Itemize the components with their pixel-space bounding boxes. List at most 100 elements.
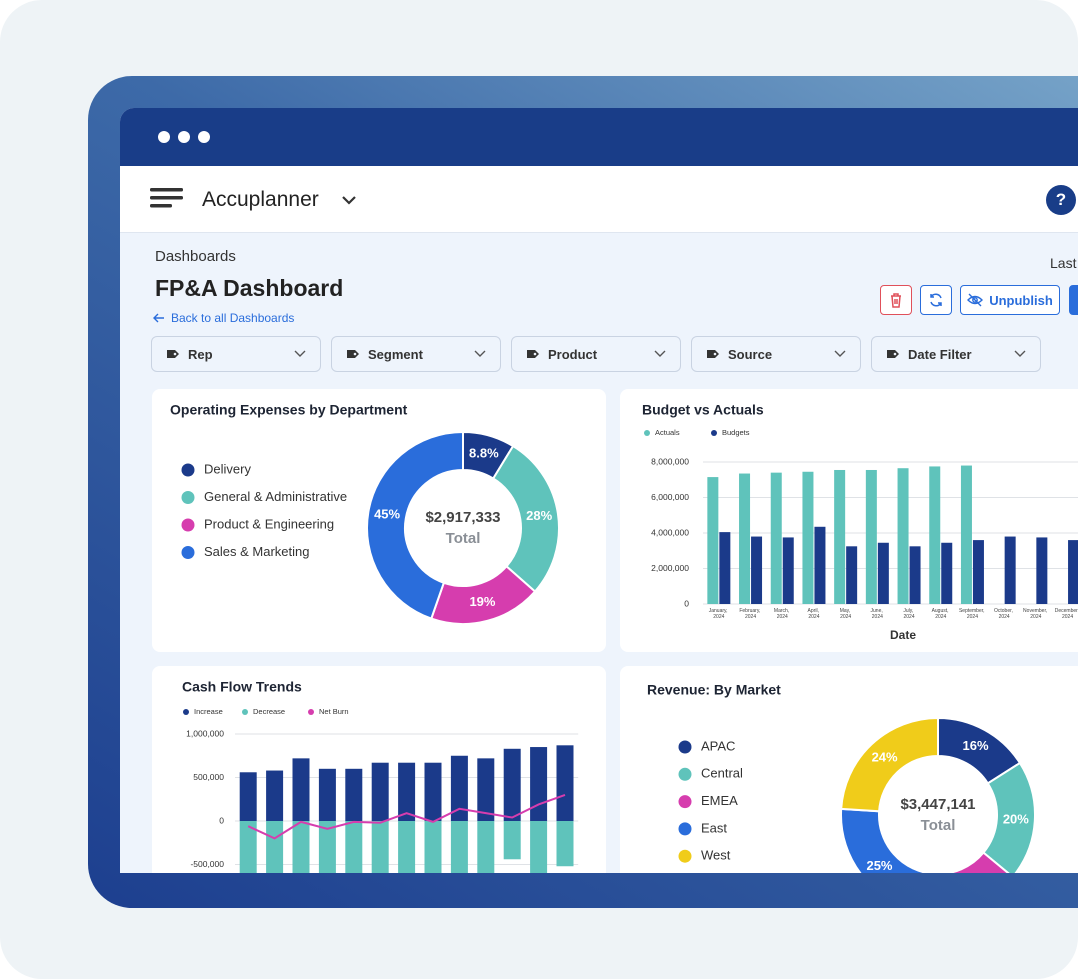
app-name[interactable]: Accuplanner [202, 188, 319, 211]
x-tick-line: 2024 [840, 614, 851, 620]
donut-slice [982, 761, 1036, 873]
breadcrumb[interactable]: Dashboards [155, 248, 236, 265]
legend-label: Sales & Marketing [204, 544, 310, 559]
back-arrow[interactable] [152, 312, 166, 324]
chevron [834, 350, 846, 357]
bar [318, 768, 336, 821]
x-tick-line: 2024 [1062, 614, 1073, 620]
legend-label: Product & Engineering [204, 516, 334, 531]
x-tick-line: 2024 [713, 614, 724, 620]
center-label: Total [446, 530, 481, 547]
y-tick-label: 6,000,000 [651, 492, 689, 502]
y-tick-label: -500,000 [190, 859, 224, 869]
chart: Operating Expenses by Department 8.8% Deli… [170, 402, 560, 625]
bar [292, 758, 310, 821]
refresh-icon [930, 293, 942, 307]
card: Operating Expenses by Department 8.8% Deli… [152, 389, 606, 652]
slice-label: 19% [469, 594, 495, 609]
legend-swatch [678, 795, 692, 809]
bar [897, 468, 909, 604]
x-tick-line: November, [1023, 608, 1049, 614]
menu-button[interactable] [150, 188, 184, 210]
legend-label: Actuals [655, 428, 680, 437]
screen: Accuplanner ? Dashboards FP&A Dashboard … [120, 108, 1078, 873]
delete-button[interactable] [880, 285, 912, 315]
legend-label: West [701, 848, 731, 863]
legend-swatch [644, 430, 650, 436]
x-tick-label: May, 2024 [840, 608, 852, 620]
bar [556, 745, 574, 821]
window-dot [158, 131, 170, 143]
bar [424, 762, 442, 821]
back-link[interactable]: Back to all Dashboards [171, 311, 295, 325]
chevron [1014, 350, 1026, 357]
bar [1068, 540, 1078, 604]
bar [450, 755, 468, 821]
bar [782, 537, 794, 604]
filter-dropdown[interactable]: Rep [151, 336, 321, 372]
slice-label: 16% [963, 738, 989, 753]
chevron [474, 350, 486, 357]
donut-slice [366, 430, 464, 620]
legend-label: Decrease [253, 707, 285, 716]
bar [1036, 537, 1048, 604]
legend-swatch [181, 463, 195, 477]
x-tick-line: 2024 [808, 614, 819, 620]
filter-dropdown[interactable]: Segment [331, 336, 501, 372]
bar [719, 532, 731, 604]
card: Revenue: By Market16%APAC20%Central15%EM… [620, 666, 1078, 873]
filter-dropdown[interactable]: Date Filter [871, 336, 1041, 372]
chart-title: Budget vs Actuals [642, 402, 764, 418]
bar [909, 546, 921, 604]
x-tick-line: 2024 [903, 614, 914, 620]
legend-label: Budgets [722, 428, 750, 437]
x-tick-line: 2024 [999, 614, 1010, 620]
bar [530, 821, 548, 873]
help-button[interactable]: ? [1046, 185, 1076, 215]
tag-icon [707, 350, 719, 358]
refresh-button[interactable] [920, 285, 952, 315]
bar [877, 542, 889, 604]
y-tick-label: 0 [219, 815, 224, 825]
last-label: Last [1050, 255, 1077, 271]
donut-slice [933, 851, 1010, 873]
bar [318, 821, 336, 873]
bar [266, 821, 284, 873]
tag-icon [347, 350, 359, 358]
filter-dropdown[interactable]: Product [511, 336, 681, 372]
bar [556, 821, 574, 867]
app-header: Accuplanner ? [120, 166, 1078, 233]
legend-label: Delivery [204, 461, 251, 476]
legend-swatch [711, 430, 717, 436]
bar [398, 762, 416, 821]
bar [450, 821, 468, 873]
bar [739, 473, 751, 604]
tag-icon [887, 350, 899, 358]
x-tick-line: August, [932, 608, 950, 614]
chart: Revenue: By Market16%APAC20%Central15%EM… [647, 682, 1036, 873]
window-dot [198, 131, 210, 143]
unpublish-button[interactable]: Unpublish [960, 285, 1060, 315]
x-tick-line: April, [808, 608, 821, 614]
filter-dropdown[interactable]: Source [691, 336, 861, 372]
x-tick-line: 2024 [967, 614, 978, 620]
primary-button[interactable] [1069, 285, 1078, 315]
unpublish-label: Unpublish [989, 292, 1053, 308]
legend-swatch [183, 709, 189, 715]
legend-swatch [181, 546, 195, 559]
chart: Budget vs Actuals 0 2,000,000 4,000,000 6,00… [642, 402, 1078, 642]
donut-slice [840, 716, 939, 813]
legend-swatch [678, 822, 692, 836]
filter-label: Date Filter [908, 346, 972, 362]
legend-label: Central [701, 766, 743, 781]
bar [398, 821, 416, 873]
bar [972, 540, 984, 604]
bar [814, 526, 826, 604]
x-tick-line: March, [774, 608, 791, 614]
window-titlebar [120, 108, 1078, 166]
app-switcher-chevron[interactable] [340, 194, 358, 206]
x-tick-line: June, [871, 608, 885, 614]
bar [239, 821, 257, 873]
slice-label: 25% [866, 858, 892, 873]
